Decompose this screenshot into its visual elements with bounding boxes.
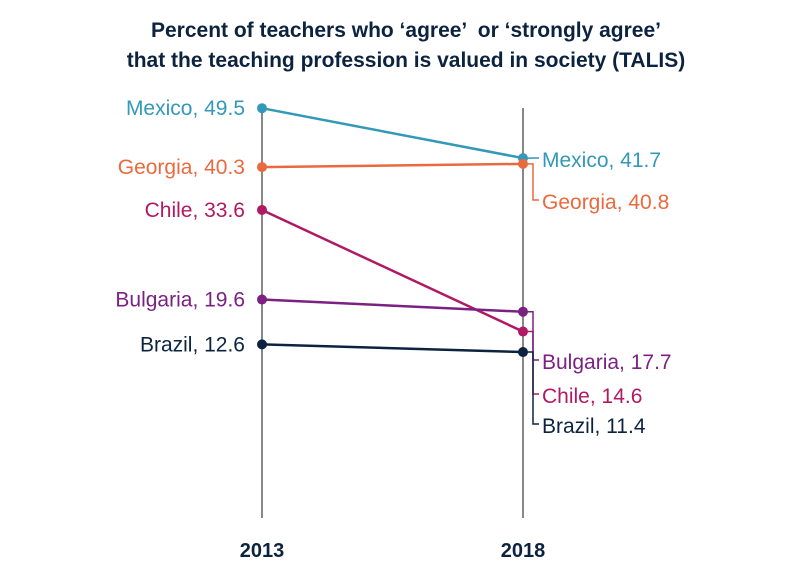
- data-label-bulgaria-2013: Bulgaria, 19.6: [115, 289, 245, 312]
- data-point-bulgaria-2018: [518, 306, 528, 317]
- series-line-chile: [261, 208, 524, 333]
- data-label-brazil-2018: Brazil, 11.4: [542, 415, 646, 438]
- data-label-mexico-2013: Mexico, 49.5: [126, 97, 245, 120]
- series-line-bulgaria: [261, 298, 524, 313]
- data-label-mexico-2018: Mexico, 41.7: [542, 149, 661, 172]
- leader-line-georgia: [527, 163, 539, 201]
- data-label-chile-2013: Chile, 33.6: [145, 199, 245, 222]
- data-point-brazil-2018: [518, 347, 528, 358]
- data-label-georgia-2018: Georgia, 40.8: [542, 191, 669, 214]
- data-label-brazil-2013: Brazil, 12.6: [140, 333, 245, 356]
- data-point-georgia-2018: [518, 158, 528, 169]
- chart-title-line-1: Percent of teachers who ‘agree’ or ‘stro…: [150, 19, 661, 42]
- data-point-brazil-2013: [257, 339, 267, 350]
- data-point-chile-2018: [518, 326, 528, 337]
- chart-title-line-2: that the teaching profession is valued i…: [126, 49, 686, 72]
- data-label-chile-2018: Chile, 14.6: [542, 385, 642, 408]
- data-point-chile-2013: [257, 204, 267, 215]
- series-line-georgia: [261, 162, 524, 169]
- chart-title: Percent of teachers who ‘agree’ or ‘stro…: [0, 16, 812, 76]
- series-line-mexico: [261, 106, 524, 160]
- label-layer: Mexico, 49.5 Mexico, 41.7 Georgia, 40.3 Geo…: [115, 97, 671, 438]
- data-label-bulgaria-2018: Bulgaria, 17.7: [542, 351, 672, 374]
- x-tick-label: 2013: [240, 540, 285, 562]
- leader-line-brazil: [527, 351, 539, 425]
- data-point-mexico-2013: [257, 103, 267, 114]
- x-tick-label: 2018: [501, 540, 546, 562]
- series-line-brazil: [261, 343, 524, 354]
- x-tick-layer: 2013 2018: [240, 540, 546, 562]
- series-layer: [257, 103, 528, 358]
- data-point-bulgaria-2013: [257, 294, 267, 305]
- data-point-georgia-2013: [257, 162, 267, 173]
- data-label-georgia-2013: Georgia, 40.3: [118, 156, 245, 179]
- leader-line-bulgaria: [527, 310, 539, 361]
